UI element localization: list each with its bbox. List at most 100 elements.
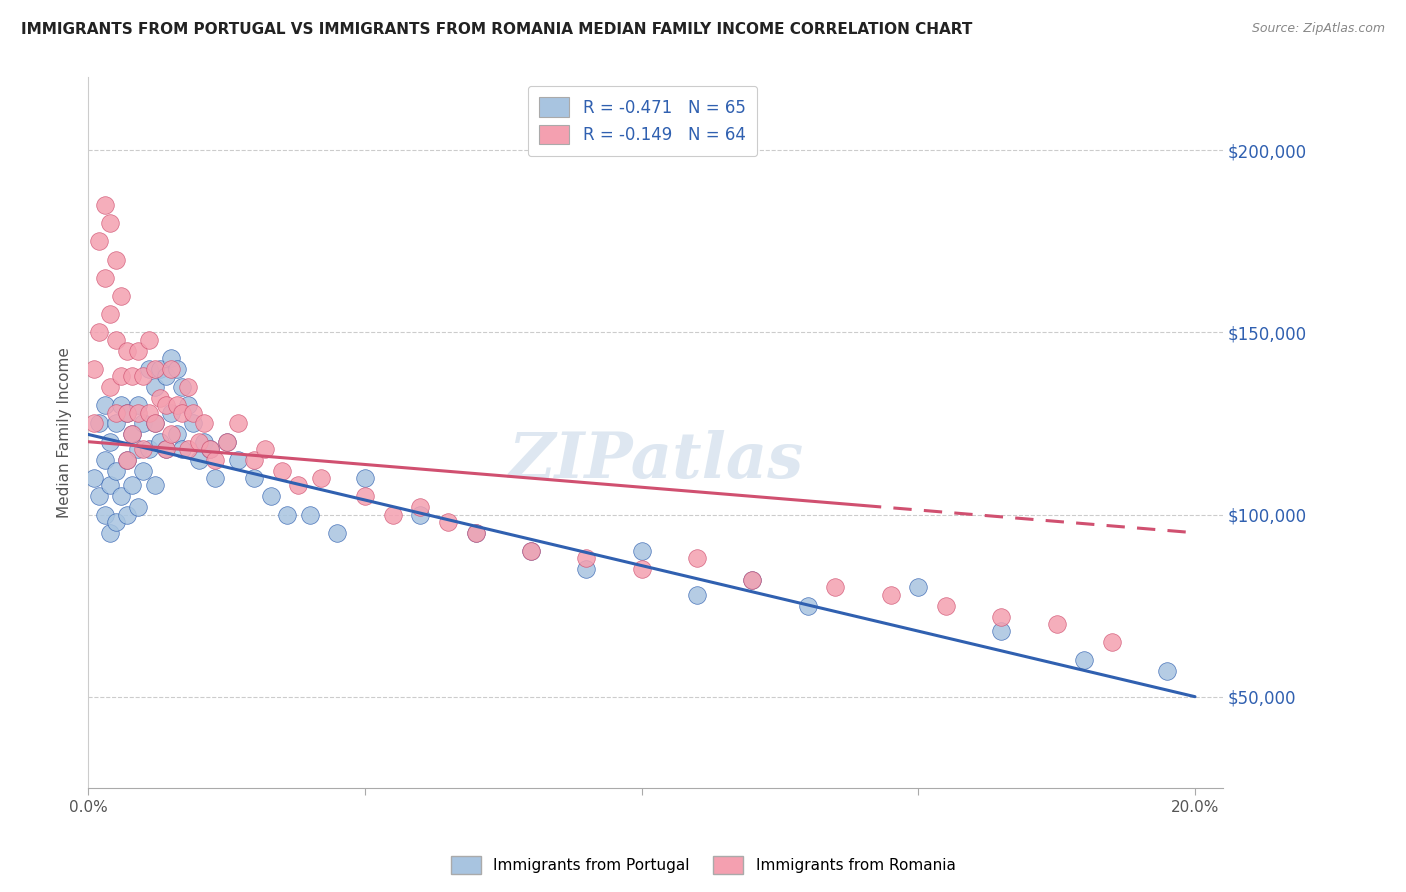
Point <box>83 362 105 376</box>
Point <box>110 489 132 503</box>
Point <box>879 588 901 602</box>
Point <box>166 427 188 442</box>
Point <box>172 406 194 420</box>
Point <box>132 369 155 384</box>
Point <box>160 406 183 420</box>
Point <box>204 453 226 467</box>
Point <box>143 417 166 431</box>
Point <box>226 453 249 467</box>
Point <box>575 551 598 566</box>
Point <box>198 442 221 456</box>
Point <box>287 478 309 492</box>
Point <box>149 362 172 376</box>
Point <box>94 398 117 412</box>
Point <box>115 406 138 420</box>
Point <box>89 326 111 340</box>
Point <box>89 235 111 249</box>
Point <box>181 417 204 431</box>
Point <box>98 525 121 540</box>
Point <box>89 489 111 503</box>
Point <box>155 442 177 456</box>
Point <box>98 216 121 230</box>
Point <box>132 417 155 431</box>
Point <box>181 406 204 420</box>
Point <box>260 489 283 503</box>
Point <box>686 551 709 566</box>
Point <box>138 362 160 376</box>
Point <box>149 434 172 449</box>
Point <box>575 562 598 576</box>
Point <box>309 471 332 485</box>
Point <box>243 453 266 467</box>
Point <box>83 417 105 431</box>
Point <box>824 581 846 595</box>
Point <box>741 573 763 587</box>
Point <box>990 624 1012 639</box>
Text: IMMIGRANTS FROM PORTUGAL VS IMMIGRANTS FROM ROMANIA MEDIAN FAMILY INCOME CORRELA: IMMIGRANTS FROM PORTUGAL VS IMMIGRANTS F… <box>21 22 973 37</box>
Point <box>381 508 404 522</box>
Point <box>149 391 172 405</box>
Point <box>172 442 194 456</box>
Point <box>1101 635 1123 649</box>
Point <box>177 398 200 412</box>
Point <box>172 380 194 394</box>
Point <box>115 406 138 420</box>
Point <box>198 442 221 456</box>
Point <box>115 453 138 467</box>
Point <box>741 573 763 587</box>
Point <box>166 362 188 376</box>
Point <box>166 398 188 412</box>
Text: Source: ZipAtlas.com: Source: ZipAtlas.com <box>1251 22 1385 36</box>
Point <box>464 525 486 540</box>
Point <box>138 442 160 456</box>
Point <box>127 398 149 412</box>
Point <box>409 500 432 515</box>
Point <box>326 525 349 540</box>
Point <box>276 508 298 522</box>
Text: ZIPatlas: ZIPatlas <box>508 430 803 491</box>
Point <box>94 198 117 212</box>
Point <box>187 453 209 467</box>
Point <box>177 442 200 456</box>
Point <box>143 380 166 394</box>
Point <box>115 343 138 358</box>
Legend: R = -0.471   N = 65, R = -0.149   N = 64: R = -0.471 N = 65, R = -0.149 N = 64 <box>527 86 758 156</box>
Point <box>143 478 166 492</box>
Point <box>98 307 121 321</box>
Point <box>104 417 127 431</box>
Point <box>1073 653 1095 667</box>
Point <box>94 453 117 467</box>
Point <box>104 464 127 478</box>
Point <box>935 599 957 613</box>
Point <box>243 471 266 485</box>
Point <box>127 406 149 420</box>
Point <box>98 380 121 394</box>
Point <box>104 252 127 267</box>
Point <box>110 369 132 384</box>
Point <box>104 515 127 529</box>
Point <box>110 289 132 303</box>
Point <box>215 434 238 449</box>
Point <box>796 599 818 613</box>
Legend: Immigrants from Portugal, Immigrants from Romania: Immigrants from Portugal, Immigrants fro… <box>444 850 962 880</box>
Point <box>104 406 127 420</box>
Point <box>298 508 321 522</box>
Point <box>1156 664 1178 678</box>
Point <box>254 442 277 456</box>
Point <box>354 489 377 503</box>
Point <box>226 417 249 431</box>
Point <box>155 398 177 412</box>
Point <box>215 434 238 449</box>
Point <box>121 427 143 442</box>
Point <box>907 581 929 595</box>
Y-axis label: Median Family Income: Median Family Income <box>58 347 72 518</box>
Point <box>83 471 105 485</box>
Point <box>138 333 160 347</box>
Point <box>160 427 183 442</box>
Point <box>686 588 709 602</box>
Point <box>127 500 149 515</box>
Point <box>177 380 200 394</box>
Point <box>115 508 138 522</box>
Point <box>354 471 377 485</box>
Point <box>132 442 155 456</box>
